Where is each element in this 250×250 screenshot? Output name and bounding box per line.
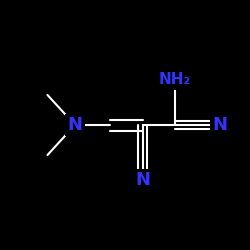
Text: N: N [212, 116, 228, 134]
Text: NH₂: NH₂ [159, 72, 191, 88]
Text: N: N [68, 116, 82, 134]
Text: N: N [135, 171, 150, 189]
